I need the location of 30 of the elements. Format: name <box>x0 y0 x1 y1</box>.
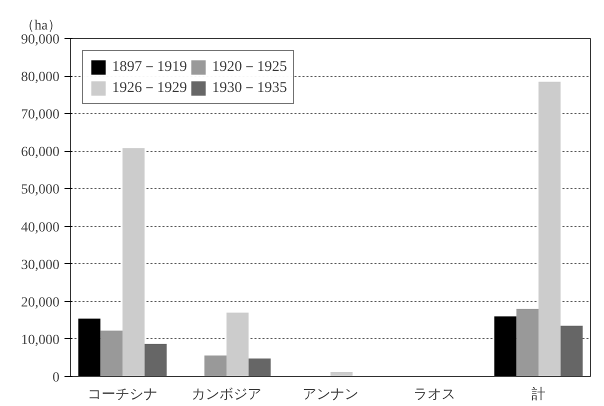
y-tick-label: 10,000 <box>21 332 60 348</box>
bar <box>78 318 100 376</box>
bar <box>538 82 561 376</box>
bar <box>516 308 538 376</box>
bar <box>226 312 249 376</box>
bar <box>494 316 516 376</box>
x-tick-label: カンボジア <box>192 386 262 402</box>
y-tick-label: 30,000 <box>21 258 60 273</box>
y-axis-title: （ha） <box>20 18 62 34</box>
x-tick-label: アンナン <box>302 388 358 402</box>
legend-label: 1920－1925 <box>212 58 287 76</box>
bar <box>144 344 167 376</box>
bar <box>248 358 271 376</box>
x-tick-label: コーチシナ <box>88 388 158 402</box>
legend-label: 1930－1935 <box>212 79 287 97</box>
y-tick-label: 70,000 <box>21 108 60 123</box>
y-tick-label: 50,000 <box>21 182 60 198</box>
y-tick-label: 40,000 <box>21 220 60 236</box>
bar <box>100 330 122 376</box>
y-tick-label: 0 <box>52 370 60 386</box>
bar <box>122 148 145 376</box>
y-tick-label: 80,000 <box>21 70 60 86</box>
legend-label: 1897－1919 <box>112 58 187 76</box>
bar <box>204 355 226 376</box>
y-tick-label: 60,000 <box>21 145 60 160</box>
y-tick-label: 20,000 <box>21 295 60 310</box>
y-tick-label: 90,000 <box>21 32 60 48</box>
x-tick-label: 計 <box>532 386 546 402</box>
legend-label: 1926－1929 <box>112 79 187 97</box>
x-tick-label: ラオス <box>414 388 456 402</box>
